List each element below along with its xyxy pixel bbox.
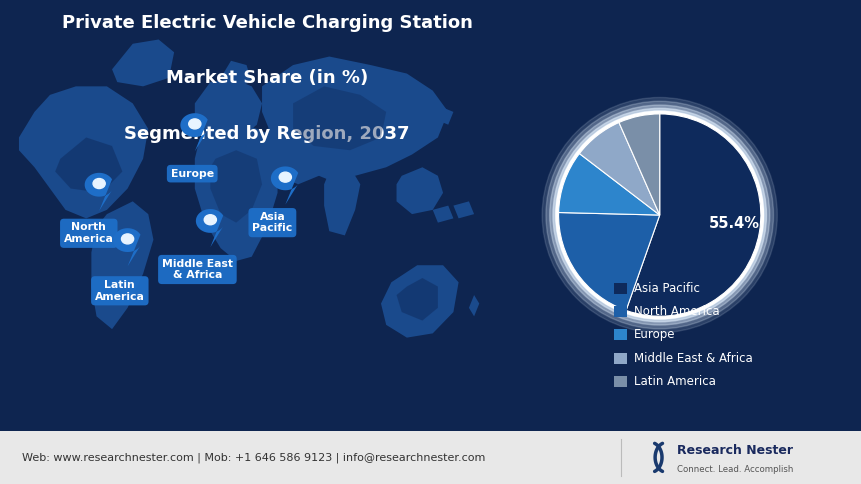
Text: Connect. Lead. Accomplish: Connect. Lead. Accomplish bbox=[676, 465, 792, 473]
Polygon shape bbox=[262, 57, 448, 180]
Polygon shape bbox=[84, 173, 112, 211]
Text: Europe: Europe bbox=[170, 168, 214, 179]
Circle shape bbox=[554, 111, 763, 319]
Text: Asia
Pacific: Asia Pacific bbox=[252, 212, 292, 233]
Bar bbox=[614, 353, 627, 364]
Polygon shape bbox=[437, 107, 453, 125]
Text: Europe: Europe bbox=[633, 329, 674, 341]
Bar bbox=[614, 306, 627, 317]
Polygon shape bbox=[267, 121, 329, 184]
Wedge shape bbox=[625, 114, 760, 316]
Polygon shape bbox=[195, 78, 262, 142]
Polygon shape bbox=[55, 137, 122, 193]
Text: North
America: North America bbox=[64, 223, 114, 244]
Text: Asia Pacific: Asia Pacific bbox=[633, 282, 699, 295]
Wedge shape bbox=[558, 153, 659, 215]
Circle shape bbox=[553, 108, 765, 322]
Circle shape bbox=[204, 215, 216, 225]
Text: Web: www.researchnester.com | Mob: +1 646 586 9123 | info@researchnester.com: Web: www.researchnester.com | Mob: +1 64… bbox=[22, 452, 485, 463]
Circle shape bbox=[542, 97, 777, 333]
Bar bbox=[614, 376, 627, 387]
Polygon shape bbox=[324, 167, 360, 235]
Circle shape bbox=[121, 234, 133, 244]
Polygon shape bbox=[195, 125, 277, 261]
Polygon shape bbox=[381, 265, 458, 338]
Circle shape bbox=[545, 101, 772, 329]
Wedge shape bbox=[579, 122, 659, 215]
Wedge shape bbox=[558, 212, 659, 310]
Polygon shape bbox=[113, 228, 140, 266]
Polygon shape bbox=[220, 61, 251, 86]
Polygon shape bbox=[453, 201, 474, 218]
Text: Research Nester: Research Nester bbox=[676, 444, 792, 457]
Circle shape bbox=[279, 172, 291, 182]
Polygon shape bbox=[180, 113, 208, 151]
Text: Middle East
& Africa: Middle East & Africa bbox=[162, 258, 232, 280]
Circle shape bbox=[189, 119, 201, 129]
Polygon shape bbox=[293, 86, 386, 150]
Circle shape bbox=[555, 111, 763, 319]
Polygon shape bbox=[396, 278, 437, 320]
Polygon shape bbox=[195, 209, 223, 247]
Polygon shape bbox=[468, 295, 479, 317]
Bar bbox=[614, 283, 627, 294]
Text: Latin
America: Latin America bbox=[95, 280, 145, 302]
Polygon shape bbox=[210, 150, 262, 223]
Text: North America: North America bbox=[633, 305, 718, 318]
Circle shape bbox=[93, 179, 105, 189]
Polygon shape bbox=[432, 206, 453, 223]
Circle shape bbox=[549, 105, 769, 325]
Polygon shape bbox=[91, 201, 153, 329]
Wedge shape bbox=[618, 114, 659, 215]
Text: Segmented by Region, 2037: Segmented by Region, 2037 bbox=[124, 125, 410, 143]
Polygon shape bbox=[396, 167, 443, 214]
Text: 55.4%: 55.4% bbox=[708, 215, 759, 230]
Polygon shape bbox=[112, 40, 174, 86]
Text: Market Share (in %): Market Share (in %) bbox=[166, 69, 368, 87]
Text: Latin America: Latin America bbox=[633, 375, 715, 388]
Text: Private Electric Vehicle Charging Station: Private Electric Vehicle Charging Statio… bbox=[62, 14, 472, 32]
Text: Middle East & Africa: Middle East & Africa bbox=[633, 352, 752, 364]
Polygon shape bbox=[19, 86, 148, 218]
Bar bbox=[614, 329, 627, 340]
Polygon shape bbox=[270, 166, 298, 205]
